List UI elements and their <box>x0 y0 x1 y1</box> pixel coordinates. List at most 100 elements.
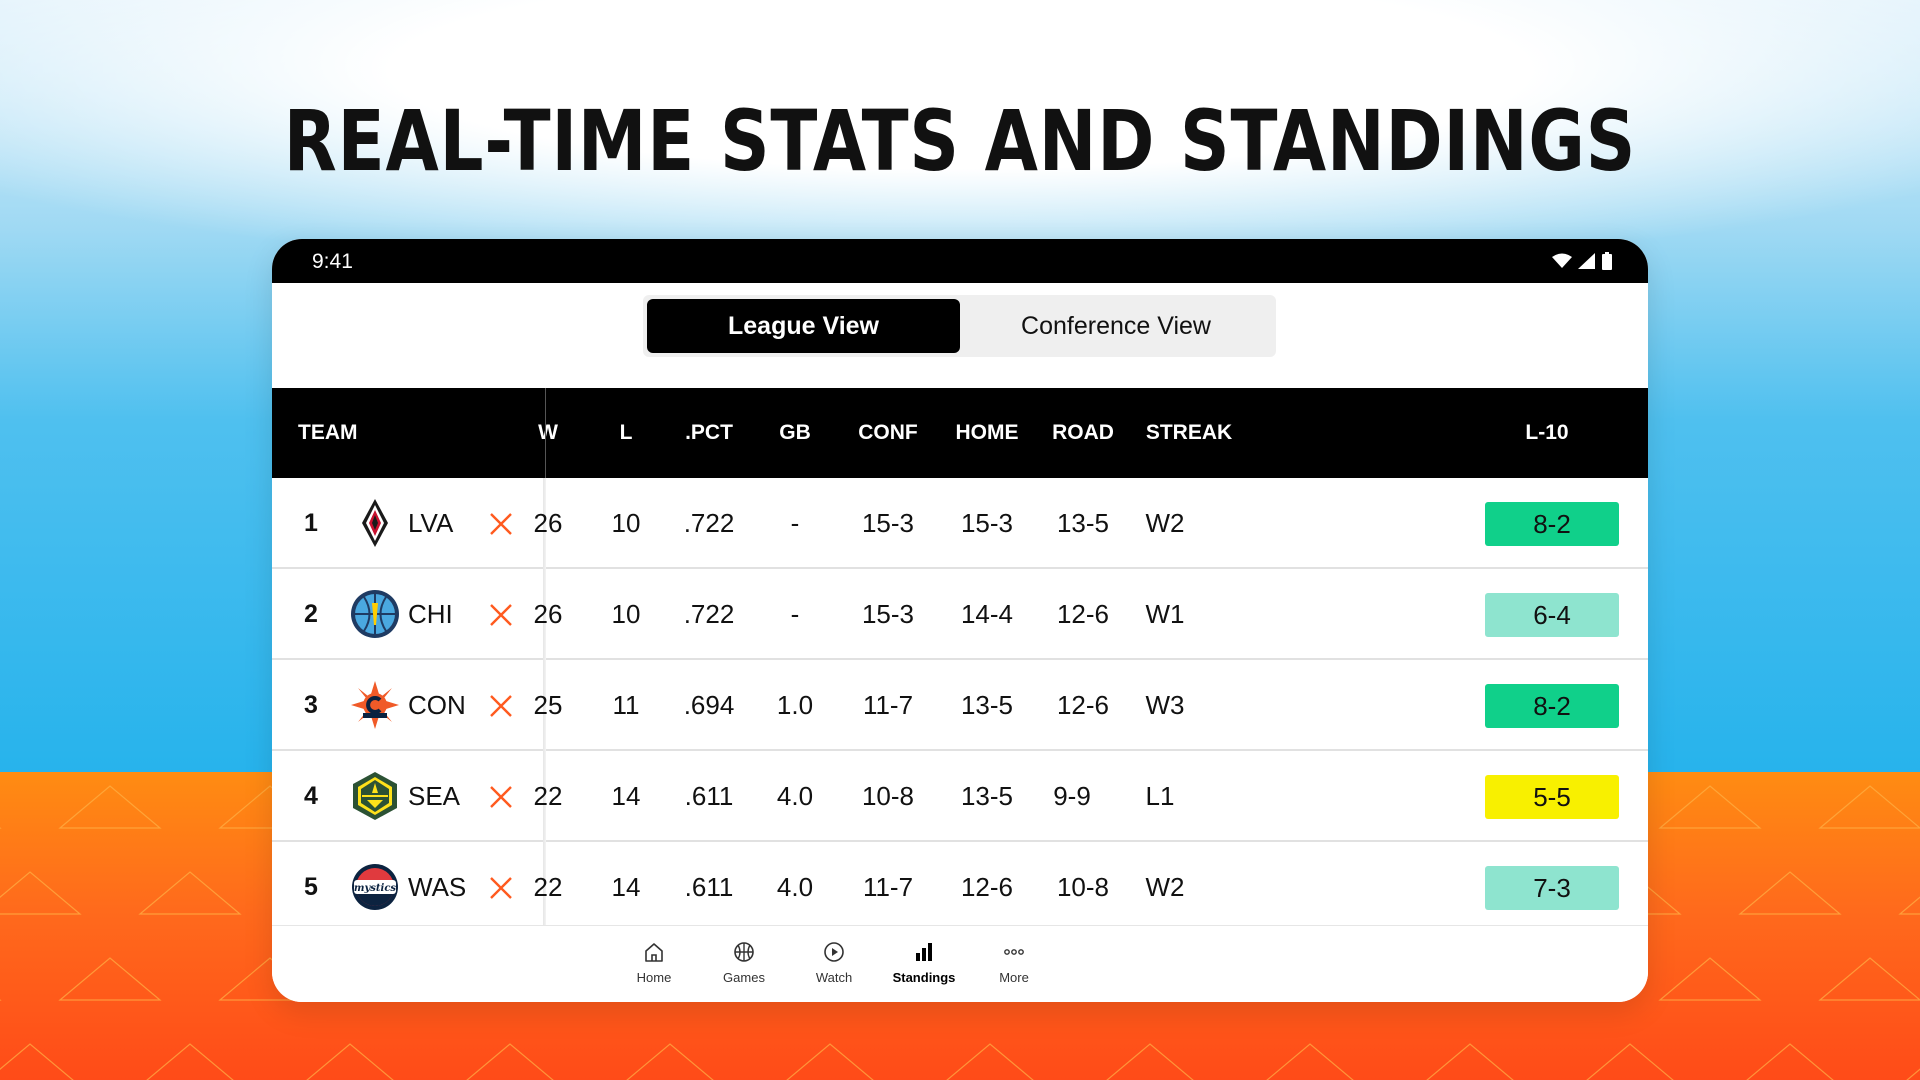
losses: 10 <box>611 599 641 629</box>
pattern-triangle <box>306 1043 394 1080</box>
play-icon <box>824 942 844 962</box>
sun-logo <box>351 681 399 729</box>
mystics-logo-text: mystics <box>354 883 397 894</box>
losses: 14 <box>611 781 641 811</box>
nav-standings[interactable]: Standings <box>879 936 969 996</box>
pattern-triangle <box>1658 785 1762 829</box>
col-conf[interactable]: CONF <box>858 421 918 444</box>
table-row[interactable]: 5 mystics WAS 22 14 .611 4.0 11-7 12-6 1… <box>272 842 1648 933</box>
league-view-tab[interactable]: League View <box>647 299 960 353</box>
col-pct[interactable]: .PCT <box>685 421 733 444</box>
nav-games[interactable]: Games <box>699 936 789 996</box>
col-team[interactable]: TEAM <box>298 421 358 444</box>
games-behind: 1.0 <box>776 690 814 720</box>
table-row[interactable]: 2 CHI 26 10 .722 - 15-3 14-4 12-6 W1 6-4 <box>272 569 1648 660</box>
status-icons <box>1552 252 1612 270</box>
pattern-triangle <box>466 1043 554 1080</box>
pattern-triangle <box>146 1043 234 1080</box>
close-icon[interactable] <box>488 784 514 810</box>
pattern-triangle <box>1738 871 1842 915</box>
aces-logo <box>362 499 388 547</box>
streak: W2 <box>1145 508 1185 538</box>
wins: 25 <box>533 690 563 720</box>
nav-label: Home <box>636 970 672 985</box>
road-record: 10-8 <box>1056 872 1110 902</box>
pattern-triangle <box>786 1043 874 1080</box>
home-record: 13-5 <box>960 690 1014 720</box>
games-behind: 4.0 <box>776 781 814 811</box>
streak: W1 <box>1145 599 1185 629</box>
streak: L1 <box>1145 781 1175 811</box>
nav-label: Standings <box>892 970 956 985</box>
team-abbreviation: SEA <box>408 781 461 811</box>
last-ten-badge: 6-4 <box>1485 593 1619 637</box>
road-record: 12-6 <box>1056 690 1110 720</box>
team-abbreviation: WAS <box>408 872 467 902</box>
win-pct: .722 <box>683 599 735 629</box>
wifi-icon <box>1552 253 1572 268</box>
rank: 5 <box>304 873 318 901</box>
close-icon[interactable] <box>488 511 514 537</box>
road-record: 9-9 <box>1053 781 1091 811</box>
pattern-triangle <box>946 1043 1034 1080</box>
losses: 14 <box>611 872 641 902</box>
column-divider <box>543 569 546 660</box>
pattern-triangle <box>1586 1043 1674 1080</box>
col-gb[interactable]: GB <box>779 421 811 444</box>
win-pct: .611 <box>684 781 734 811</box>
last-ten-badge: 7-3 <box>1485 866 1619 910</box>
col-l10[interactable]: L-10 <box>1525 421 1569 444</box>
streak: W2 <box>1145 872 1185 902</box>
wins: 26 <box>533 599 563 629</box>
close-icon[interactable] <box>488 693 514 719</box>
close-icon[interactable] <box>488 602 514 628</box>
team-abbreviation: CHI <box>408 599 453 629</box>
column-divider <box>543 842 546 933</box>
column-divider <box>543 660 546 751</box>
pattern-triangle <box>1906 1068 1920 1080</box>
table-row[interactable]: 4 SEA 22 14 .611 4.0 10-8 13-5 9-9 L1 5-… <box>272 751 1648 842</box>
bottom-navigation: Home Games Watch Standings <box>272 925 1648 1002</box>
team-abbreviation: LVA <box>408 508 454 538</box>
road-record: 12-6 <box>1056 599 1110 629</box>
conf-record: 10-8 <box>861 781 915 811</box>
col-road[interactable]: ROAD <box>1052 421 1114 444</box>
pattern-triangle <box>1818 957 1920 1001</box>
games-behind: - <box>790 599 800 629</box>
header-divider <box>545 388 546 478</box>
mystics-logo: mystics <box>352 864 398 910</box>
nav-home[interactable]: Home <box>609 936 699 996</box>
nav-more[interactable]: More <box>969 936 1059 996</box>
win-pct: .722 <box>683 508 735 538</box>
home-record: 13-5 <box>960 781 1014 811</box>
bar-chart-icon <box>916 943 932 961</box>
signal-icon <box>1578 253 1595 269</box>
pattern-triangle <box>58 957 162 1001</box>
tablet-frame: 9:41 League View Conference View TEAM W … <box>272 239 1648 1002</box>
road-record: 13-5 <box>1056 508 1110 538</box>
wins: 26 <box>533 508 563 538</box>
storm-logo <box>353 772 397 820</box>
col-streak[interactable]: STREAK <box>1145 421 1233 444</box>
pattern-triangle <box>138 871 242 915</box>
conference-view-tab[interactable]: Conference View <box>1021 311 1211 340</box>
wins: 22 <box>533 872 563 902</box>
games-behind: 4.0 <box>776 872 814 902</box>
status-bar: 9:41 <box>272 239 1648 283</box>
last-ten-badge: 5-5 <box>1485 775 1619 819</box>
more-icon <box>1004 949 1024 955</box>
rank: 1 <box>304 509 318 537</box>
col-home[interactable]: HOME <box>955 421 1019 444</box>
table-row[interactable]: 1 LVA 26 10 .722 - 15-3 15-3 13-5 W2 8-2 <box>272 478 1648 569</box>
win-pct: .611 <box>684 872 734 902</box>
pattern-triangle <box>58 785 162 829</box>
col-w[interactable]: W <box>538 421 558 444</box>
col-l[interactable]: L <box>619 421 633 444</box>
home-record: 15-3 <box>960 508 1014 538</box>
table-row[interactable]: 3 CON 25 11 .694 1.0 11-7 13-5 12-6 <box>272 660 1648 751</box>
conf-record: 15-3 <box>861 508 915 538</box>
close-icon[interactable] <box>488 875 514 901</box>
pattern-triangle <box>1746 1043 1834 1080</box>
nav-watch[interactable]: Watch <box>789 936 879 996</box>
home-record: 14-4 <box>960 599 1014 629</box>
